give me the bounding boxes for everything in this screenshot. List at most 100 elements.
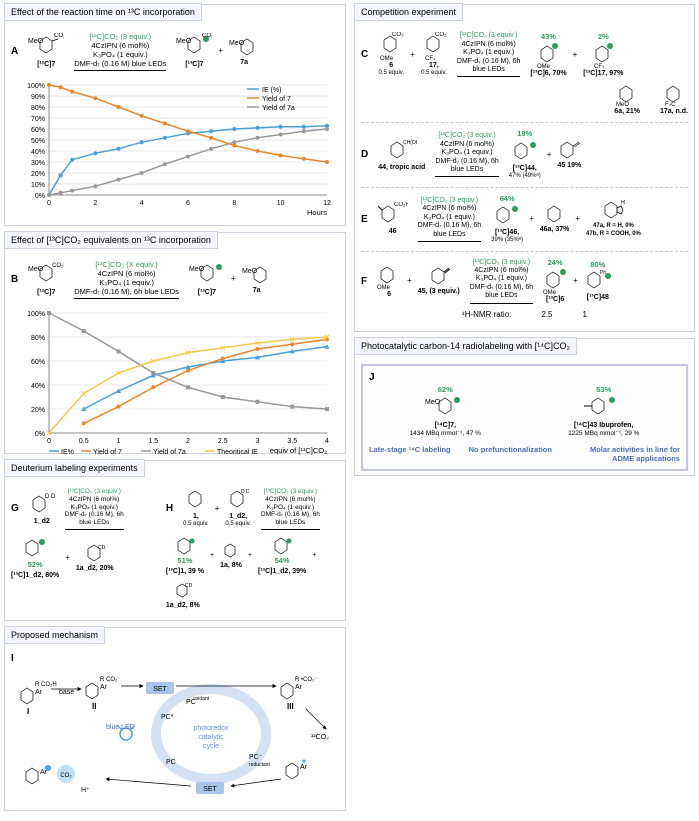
svg-text:4: 4 xyxy=(140,200,144,207)
svg-text:Hours: Hours xyxy=(307,208,327,217)
svg-text:R CO₂H: R CO₂H xyxy=(35,682,57,688)
svg-text:6: 6 xyxy=(186,200,190,207)
svg-text:Theoritical IE: Theoritical IE xyxy=(217,449,258,455)
svg-text:cycle: cycle xyxy=(203,743,219,750)
svg-text:MeO: MeO xyxy=(229,40,245,47)
svg-text:0%: 0% xyxy=(35,431,45,438)
svg-text:oxidant: oxidant xyxy=(193,696,210,702)
svg-text:Yield of 7a: Yield of 7a xyxy=(153,449,186,455)
svg-text:Ar: Ar xyxy=(300,764,308,771)
svg-text:60%: 60% xyxy=(31,127,45,134)
svg-text:catalytic: catalytic xyxy=(198,734,224,741)
svg-text:60%: 60% xyxy=(31,359,45,366)
svg-text:MeO: MeO xyxy=(242,268,258,275)
radio-title: Photocatalytic carbon-14 radiolabeling w… xyxy=(354,337,577,355)
svg-text:90%: 90% xyxy=(31,94,45,101)
svg-text:3.5: 3.5 xyxy=(287,438,297,445)
panel-mechanism: Proposed mechanism I photoredox catalyti… xyxy=(4,627,346,811)
svg-text:MeO: MeO xyxy=(176,38,192,45)
svg-text:Ar: Ar xyxy=(35,689,43,696)
svg-text:70%: 70% xyxy=(31,116,45,123)
svg-text:80%: 80% xyxy=(31,335,45,342)
figure-page: Effect of the reaction time on ¹³C incor… xyxy=(0,0,699,821)
svg-text:CH(OH)CO₂H: CH(OH)CO₂H xyxy=(403,140,417,146)
svg-text:0%: 0% xyxy=(35,193,45,200)
struct-sm-a: MeOCO₂H [¹²C]7 xyxy=(28,33,64,69)
svg-text:PC: PC xyxy=(166,759,176,766)
svg-text:I: I xyxy=(27,707,29,716)
svg-text:MeO: MeO xyxy=(616,102,629,106)
svg-text:0: 0 xyxy=(47,200,51,207)
svg-text:OMe: OMe xyxy=(543,290,557,294)
svg-text:1.5: 1.5 xyxy=(148,438,158,445)
comp-title: Competition experiment xyxy=(354,3,463,21)
struct-p1-a: MeOCO₂H [¹³C]7 xyxy=(176,33,212,69)
svg-text:MeO: MeO xyxy=(189,266,205,273)
panel-h: H 1,0.5 equiv. + D D1_d2,0.5 equiv. [¹³C… xyxy=(166,486,339,616)
panel-d: D CH(OH)CO₂H44, tropic acid [¹³C]CO₂ (3 … xyxy=(361,122,688,181)
svg-text:10: 10 xyxy=(277,200,285,207)
panel-radiolabel: Photocatalytic carbon-14 radiolabeling w… xyxy=(354,338,695,476)
svg-text:0: 0 xyxy=(47,438,51,445)
svg-text:SET: SET xyxy=(203,786,217,793)
panel-a-label: A xyxy=(11,45,18,58)
svg-text:50%: 50% xyxy=(31,138,45,145)
svg-text:20%: 20% xyxy=(31,407,45,414)
svg-text:CO₂: CO₂ xyxy=(60,773,72,779)
panel-deuterium: Deuterium labeling experiments G D D1_d2… xyxy=(4,460,346,621)
svg-text:R CO₂⁻: R CO₂⁻ xyxy=(100,677,121,683)
svg-text:reductant: reductant xyxy=(249,762,270,768)
svg-text:Yield of 7a: Yield of 7a xyxy=(262,105,295,112)
svg-text:10%: 10% xyxy=(31,182,45,189)
svg-text:CF₃: CF₃ xyxy=(425,56,436,60)
svg-text:3: 3 xyxy=(256,438,260,445)
svg-text:80%: 80% xyxy=(31,105,45,112)
svg-text:CD₂: CD₂ xyxy=(185,583,192,589)
svg-text:H⁺: H⁺ xyxy=(81,787,90,794)
svg-text:IE%: IE% xyxy=(61,449,74,455)
right-column: Competition experiment C OMeCO₂H60.5 equ… xyxy=(350,0,699,821)
svg-text:12: 12 xyxy=(323,200,331,207)
svg-text:0.5: 0.5 xyxy=(79,438,89,445)
svg-text:2: 2 xyxy=(186,438,190,445)
svg-text:20%: 20% xyxy=(31,171,45,178)
svg-text:40%: 40% xyxy=(31,383,45,390)
chart-a: 0% 10% 20% 30% 40% 50% 60% 70% 80% 90% 100% 0 2 4 6 8 10… xyxy=(15,77,335,217)
svg-text:equiv of [¹³C]CO₂: equiv of [¹³C]CO₂ xyxy=(270,446,327,455)
svg-text:II: II xyxy=(92,702,96,711)
svg-text:CO₂H: CO₂H xyxy=(52,263,64,269)
mech-title: Proposed mechanism xyxy=(4,626,105,644)
panel-competition: Competition experiment C OMeCO₂H60.5 equ… xyxy=(354,4,695,332)
svg-text:CO₂H: CO₂H xyxy=(435,32,447,38)
svg-text:1: 1 xyxy=(117,438,121,445)
panel-b-scheme: B MeOCO₂H [¹²C]7 [¹³C]CO₂ (X equiv.) 4Cz… xyxy=(11,260,339,299)
svg-text:100%: 100% xyxy=(27,83,45,90)
svg-text:4: 4 xyxy=(325,438,329,445)
panel-j-box: J 62%MeO[¹⁴C]7,1434 MBq mmol⁻¹, 47 % 53%… xyxy=(361,364,688,471)
svg-text:OMe: OMe xyxy=(380,56,394,60)
svg-text:PC*: PC* xyxy=(161,714,174,721)
panel-e: E CO₂H46 [¹³C]CO₂ (3 equiv.)4CzIPN (6 mo… xyxy=(361,187,688,246)
svg-text:III: III xyxy=(287,702,294,711)
svg-text:D D: D D xyxy=(45,494,55,500)
svg-text:30%: 30% xyxy=(31,160,45,167)
svg-text:blue LED: blue LED xyxy=(106,724,135,731)
chart-b: 0%20%40%60%80%100%00.511.522.533.54equiv… xyxy=(15,305,335,445)
svg-text:CO₂H: CO₂H xyxy=(202,33,212,39)
svg-text:CO₂H: CO₂H xyxy=(394,202,408,208)
panel-b-title: Effect of [¹³C]CO₂ equivalents on ¹³C in… xyxy=(4,231,218,249)
svg-text:Ar: Ar xyxy=(100,684,108,691)
svg-text:8: 8 xyxy=(232,200,236,207)
panel-a: Effect of the reaction time on ¹³C incor… xyxy=(4,4,346,226)
svg-text:SET: SET xyxy=(153,686,167,693)
svg-text:MeO: MeO xyxy=(425,399,441,406)
mechanism-diagram: photoredox catalytic cycle ArR CO₂HI bas… xyxy=(11,664,341,804)
panel-b: Effect of [¹³C]CO₂ equivalents on ¹³C in… xyxy=(4,232,346,454)
panel-b-label: B xyxy=(11,273,18,286)
svg-text:40%: 40% xyxy=(31,149,45,156)
svg-text:F₃C: F₃C xyxy=(665,102,676,106)
svg-text:2: 2 xyxy=(93,200,97,207)
svg-text:IE (%): IE (%) xyxy=(262,87,281,94)
svg-text:Yield of 7: Yield of 7 xyxy=(93,449,122,455)
svg-text:OMe: OMe xyxy=(377,285,391,289)
